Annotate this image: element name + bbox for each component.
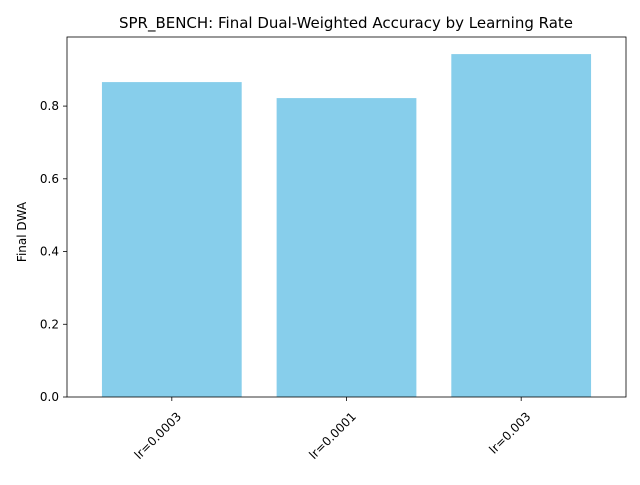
bars-group (101, 54, 592, 398)
y-ticks-group: 0.0 0.2 0.4 0.6 0.8 (40, 99, 67, 404)
y-tick-label: 0.4 (40, 245, 59, 259)
bar-lr=0.0003 (101, 82, 242, 397)
x-ticks-group: lr=0.0003 lr=0.0001 lr=0.003 (132, 397, 534, 462)
y-axis-label: Final DWA (15, 201, 29, 262)
x-tick-label: lr=0.0001 (306, 409, 359, 462)
y-tick-label: 0.8 (40, 99, 59, 113)
y-tick-label: 0.2 (40, 317, 59, 331)
bar-lr=0.0001 (276, 98, 417, 397)
x-tick-label: lr=0.003 (486, 409, 533, 456)
y-tick-label: 0.0 (40, 390, 59, 404)
chart-title: SPR_BENCH: Final Dual-Weighted Accuracy … (119, 14, 573, 33)
x-tick-label: lr=0.0003 (132, 409, 185, 462)
y-tick-label: 0.6 (40, 172, 59, 186)
bar-lr=0.003 (451, 54, 592, 398)
